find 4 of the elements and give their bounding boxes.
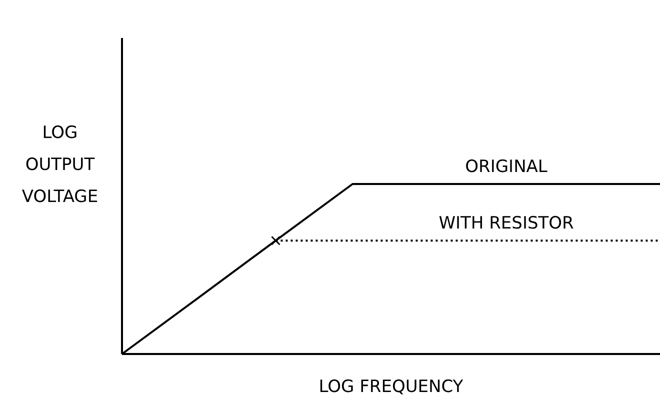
- x-axis-title: LOG FREQUENCY: [318, 377, 464, 397]
- series-label: WITH RESISTOR: [438, 214, 574, 234]
- series-label: ORIGINAL: [465, 157, 548, 177]
- y-axis-title: LOG OUTPUT VOLTAGE: [22, 123, 98, 207]
